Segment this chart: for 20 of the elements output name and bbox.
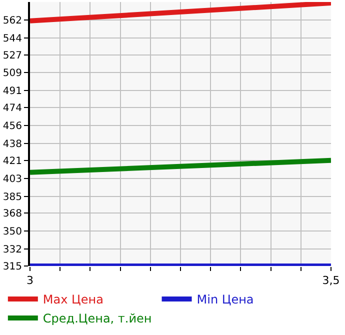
y-tick-label: 509	[2, 68, 22, 80]
y-tick-label: 315	[2, 262, 22, 272]
y-tick-label: 544	[2, 33, 22, 44]
y-tick-label: 385	[2, 192, 22, 203]
legend-label: Max Цена	[42, 292, 104, 307]
y-tick-label: 368	[2, 208, 22, 220]
x-tick-label: 3	[26, 274, 34, 288]
y-tick-label: 403	[2, 174, 22, 185]
y-tick-label: 456	[2, 121, 22, 132]
legend-label: Min Цена	[196, 292, 254, 307]
y-tick-label: 332	[2, 244, 22, 256]
y-tick-label: 562	[2, 15, 22, 26]
y-tick-label: 527	[2, 50, 22, 62]
y-tick-label: 421	[2, 156, 22, 167]
y-tick-label: 438	[2, 138, 22, 150]
y-tick-label: 350	[2, 226, 22, 238]
legend-label: Сред.Цена, т.йен	[42, 312, 152, 326]
y-tick-label: 474	[2, 103, 22, 114]
y-tick-label: 491	[2, 86, 22, 98]
x-tick-label: 3,5	[322, 274, 340, 288]
